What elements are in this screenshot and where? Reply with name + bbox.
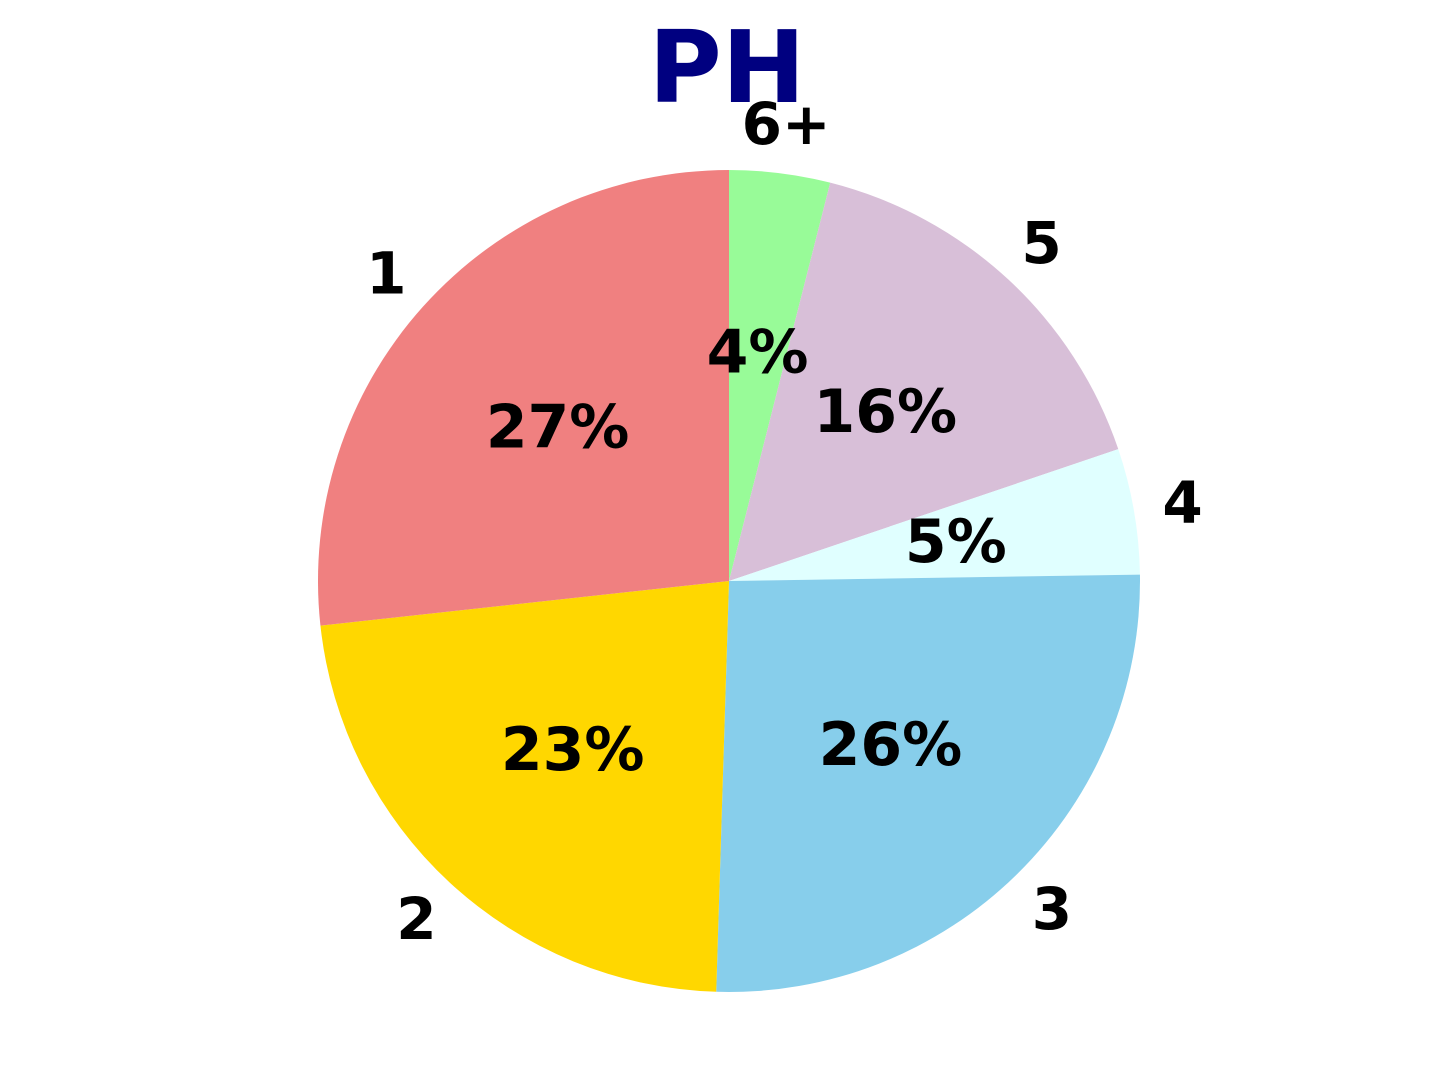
slice-percent-label: 23% <box>501 715 645 785</box>
category-labels: 6+ 5 4 3 2 1 <box>366 90 1203 953</box>
slice-category-label: 3 <box>1032 875 1072 943</box>
pie-slice-6-plus <box>729 170 831 581</box>
pie-slice-5 <box>729 182 1119 581</box>
slice-percent-label: 4% <box>707 318 809 388</box>
pie-slices <box>317 170 1140 992</box>
percent-labels: 4%16% 5% 26% 23% 27% <box>486 318 1007 785</box>
slice-percent-label: 5% <box>905 507 1007 577</box>
chart-title: PH <box>649 9 806 126</box>
slice-category-label: 1 <box>366 240 406 308</box>
slice-category-label: 5 <box>1021 209 1061 277</box>
slice-percent-label: 27% <box>486 392 630 462</box>
slice-percent-label: 26% <box>819 710 963 780</box>
pie-slice-4 <box>729 449 1140 581</box>
slice-category-label: 2 <box>396 885 436 953</box>
pie-slice-1 <box>317 170 729 626</box>
pie-slice-2 <box>320 581 729 992</box>
slice-category-label: 6+ <box>742 90 831 158</box>
slice-percent-label: 16% <box>813 377 957 447</box>
slice-category-label: 4 <box>1162 469 1202 537</box>
pie-slice-3 <box>716 574 1140 992</box>
